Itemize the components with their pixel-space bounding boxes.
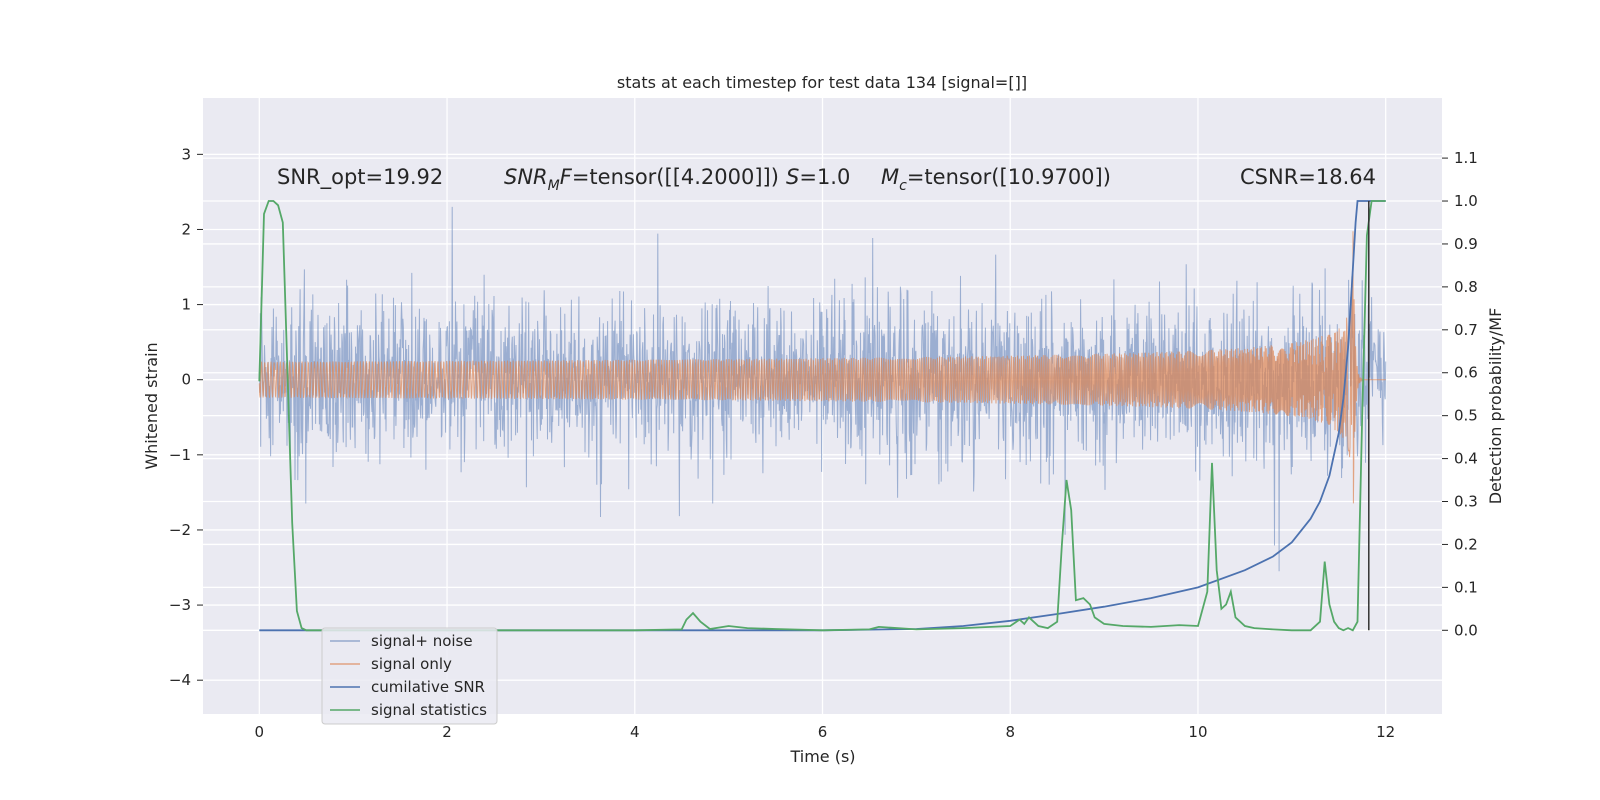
y2-axis-label: Detection probability/MF bbox=[1486, 308, 1505, 505]
y2-tick-label: 0.2 bbox=[1454, 535, 1478, 553]
x-tick-label: 10 bbox=[1188, 723, 1207, 741]
annotation-snr-mf: SNRMF=tensor([[4.2000]]) bbox=[504, 165, 779, 194]
legend-label-signal-only: signal only bbox=[371, 655, 452, 673]
x-tick-label: 12 bbox=[1376, 723, 1395, 741]
annotation-s: S=1.0 bbox=[786, 165, 850, 189]
y-tick-label: 2 bbox=[181, 220, 191, 238]
legend-label-cumulative-snr: cumilative SNR bbox=[371, 678, 485, 696]
legend-label-signal-noise: signal+ noise bbox=[371, 632, 473, 650]
mc-symbol: M bbox=[881, 165, 899, 189]
y2-tick-label: 0.6 bbox=[1454, 364, 1478, 382]
series-cumulative-snr bbox=[259, 200, 1386, 632]
y2-tick-label: 0.4 bbox=[1454, 450, 1478, 468]
y2-tick-label: 0.3 bbox=[1454, 493, 1478, 511]
y2-tick-label: 0.0 bbox=[1454, 621, 1478, 639]
legend-label-signal-statistics: signal statistics bbox=[371, 701, 487, 719]
mc-subscript: c bbox=[899, 178, 907, 194]
legend-box bbox=[321, 627, 498, 725]
y-tick-label: −3 bbox=[169, 596, 191, 614]
snr-mf-subscript: M bbox=[548, 178, 560, 194]
x-axis-label: Time (s) bbox=[789, 747, 855, 766]
y-tick-label: −2 bbox=[169, 521, 191, 539]
x-tick-label: 2 bbox=[442, 723, 452, 741]
y-ticks: 3 2 1 0 −1 −2 −3 −4 bbox=[169, 145, 203, 689]
legend: signal+ noise signal only cumilative SNR… bbox=[321, 627, 498, 725]
snr-mf-f: F bbox=[560, 165, 573, 189]
y2-tick-label: 0.1 bbox=[1454, 578, 1478, 596]
s-value: =1.0 bbox=[799, 165, 850, 189]
y2-tick-label: 0.5 bbox=[1454, 407, 1478, 425]
y-tick-label: 1 bbox=[181, 296, 191, 314]
snr-mf-symbol: SNR bbox=[504, 165, 548, 189]
annotation-mc: Mc=tensor([10.9700]) bbox=[881, 165, 1111, 194]
y-tick-label: −4 bbox=[169, 671, 191, 689]
s-symbol: S bbox=[786, 165, 799, 189]
y2-tick-label: 0.9 bbox=[1454, 235, 1478, 253]
y2-tick-label: 0.7 bbox=[1454, 321, 1478, 339]
x-tick-label: 4 bbox=[630, 723, 640, 741]
y-tick-label: 3 bbox=[181, 145, 191, 163]
snr-mf-value: =tensor([[4.2000]]) bbox=[572, 165, 779, 189]
y2-tick-label: 0.8 bbox=[1454, 278, 1478, 296]
y2-tick-label: 1.1 bbox=[1454, 149, 1478, 167]
annotations: SNR_opt=19.92 SNRMF=tensor([[4.2000]]) S… bbox=[277, 165, 1376, 194]
annotation-csnr: CSNR=18.64 bbox=[1240, 165, 1376, 189]
series-signal-only bbox=[258, 231, 1386, 504]
y-axis-label: Whitened strain bbox=[142, 342, 161, 469]
x-tick-label: 0 bbox=[255, 723, 265, 741]
chart-title: stats at each timestep for test data 134… bbox=[617, 73, 1027, 92]
y-tick-label: 0 bbox=[181, 371, 191, 389]
y2-ticks: 1.1 1.0 0.9 0.8 0.7 0.6 0.5 0.4 0.3 0.2 0.1 0.0 bbox=[1442, 149, 1478, 639]
x-tick-label: 6 bbox=[818, 723, 828, 741]
mc-value: =tensor([10.9700]) bbox=[907, 165, 1111, 189]
y2-tick-label: 1.0 bbox=[1454, 192, 1478, 210]
x-ticks: 0 2 4 6 8 10 12 bbox=[255, 723, 1396, 741]
y-tick-label: −1 bbox=[169, 446, 191, 464]
annotation-snr-opt: SNR_opt=19.92 bbox=[277, 165, 443, 190]
x-tick-label: 8 bbox=[1005, 723, 1015, 741]
